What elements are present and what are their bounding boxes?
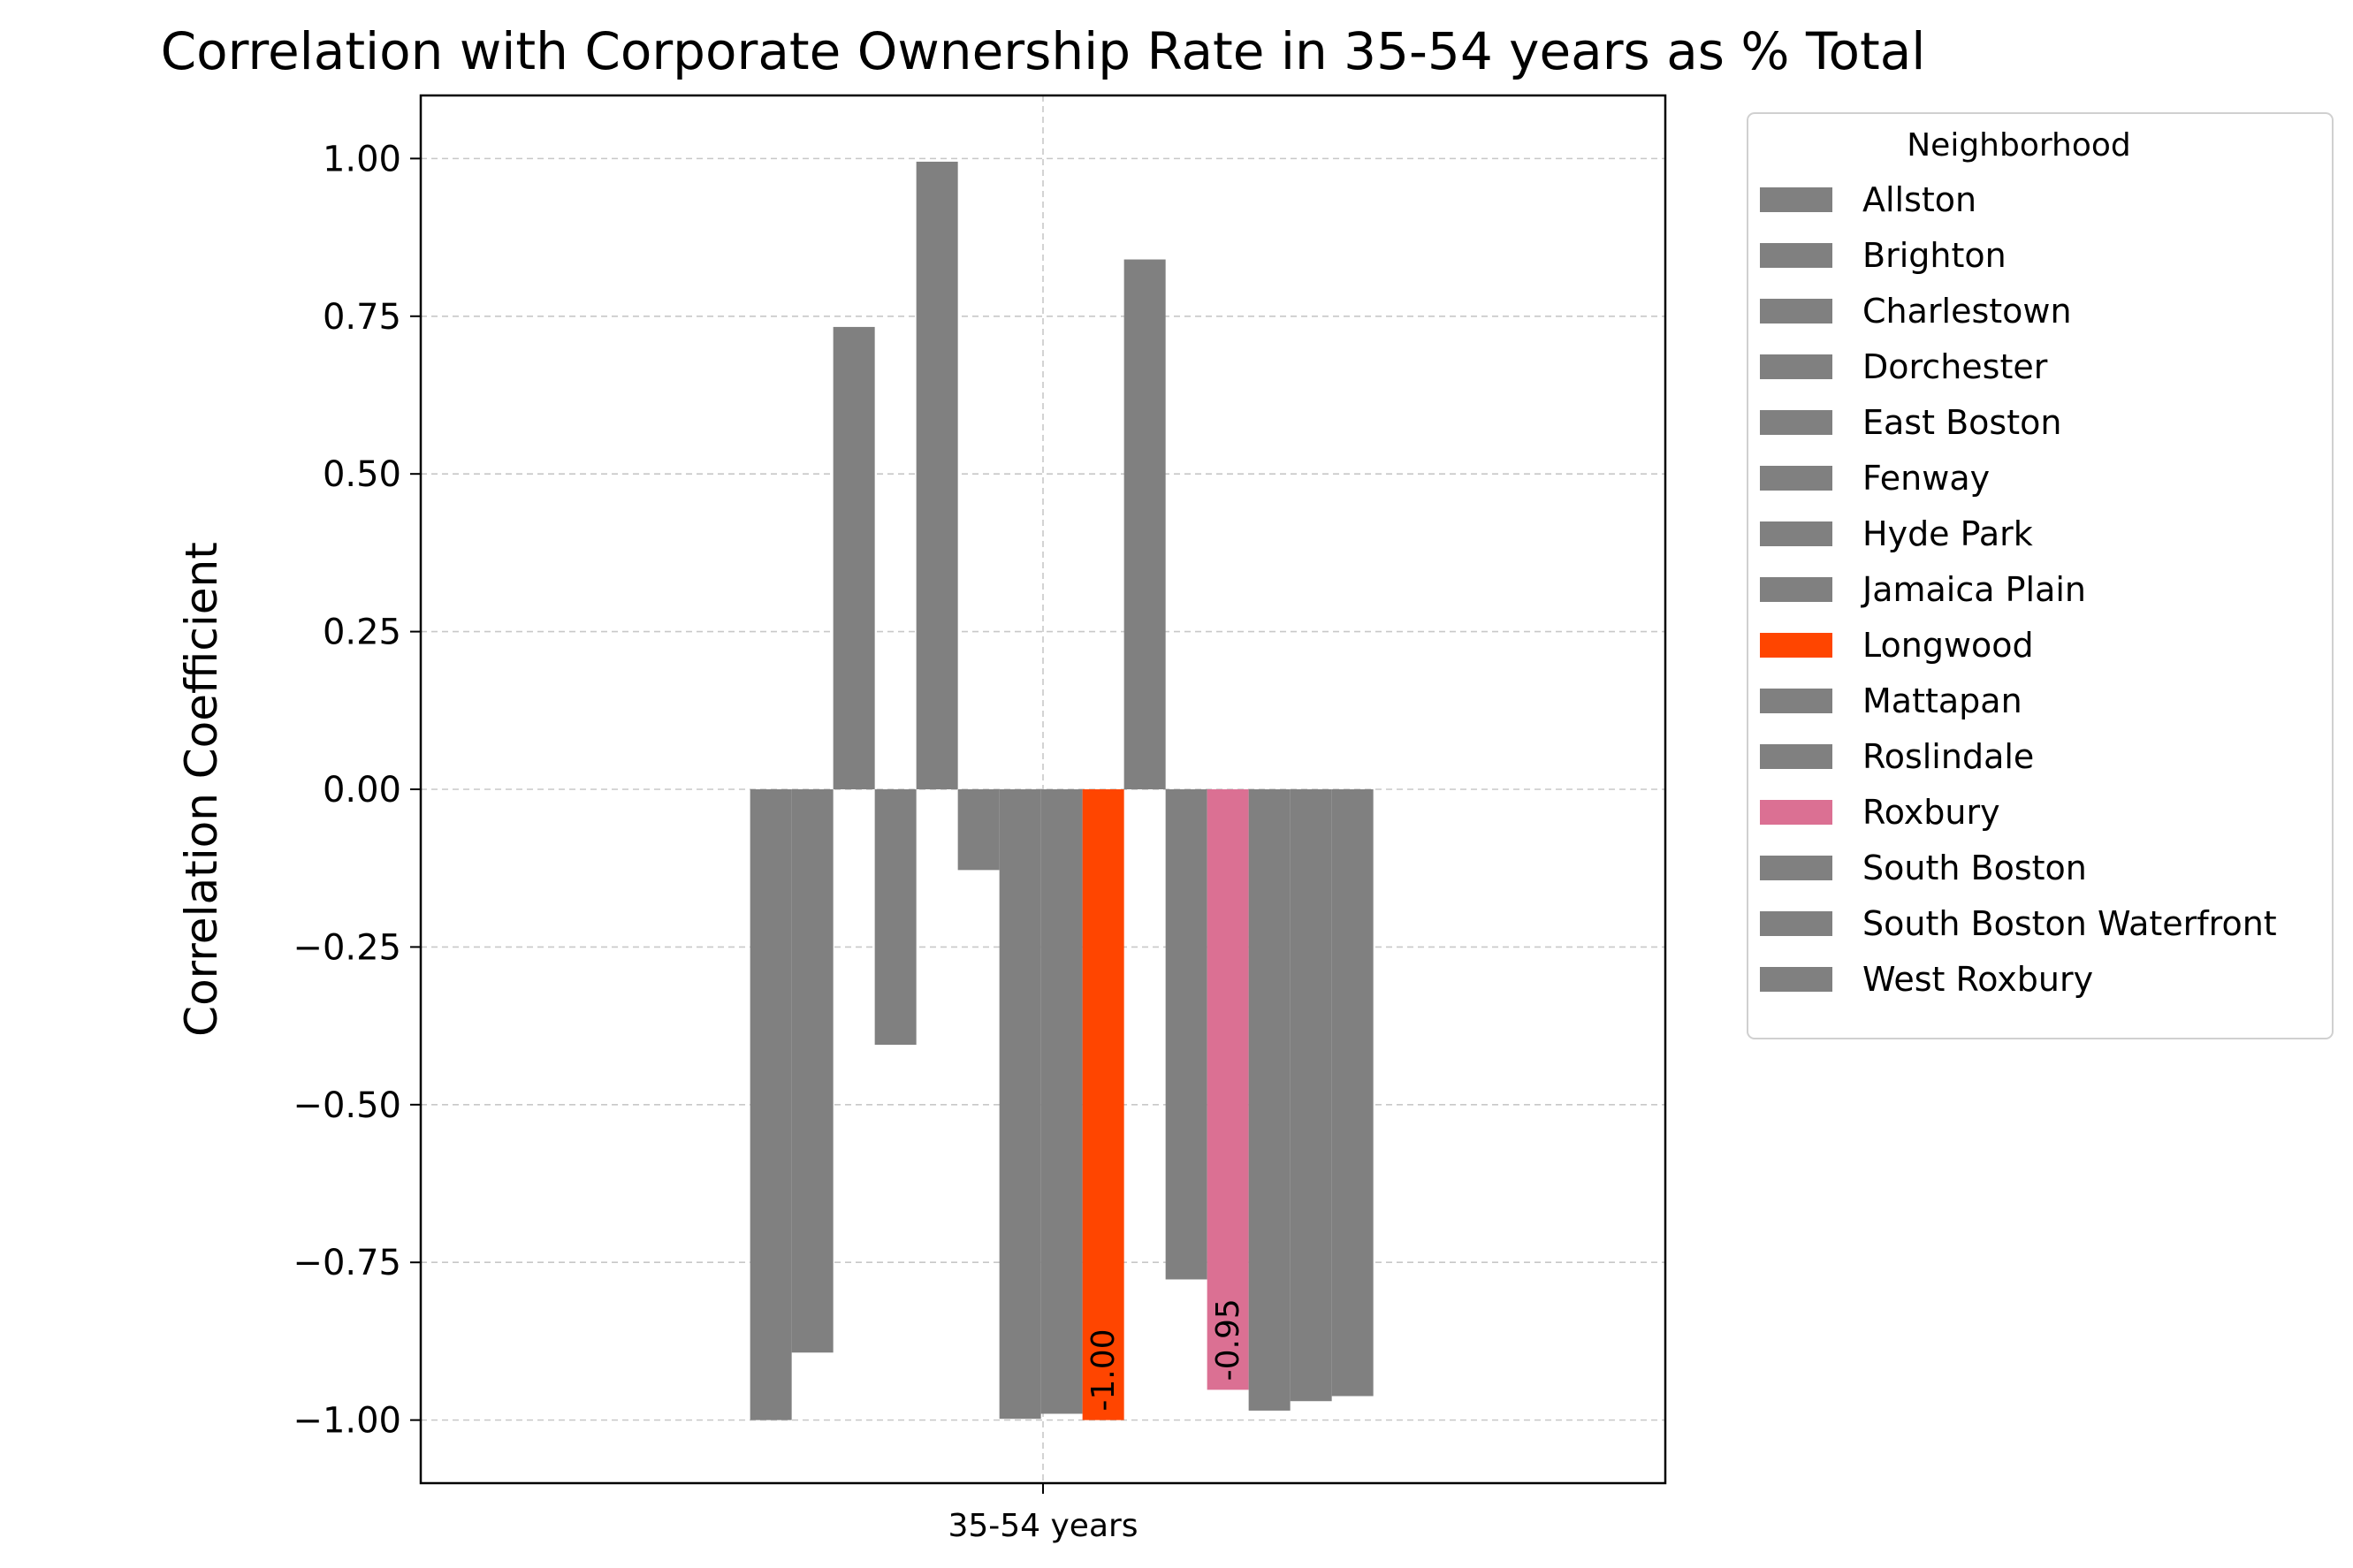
legend-swatch-brighton [1760, 243, 1832, 268]
legend-title: Neighborhood [1907, 127, 2131, 164]
bar-south-boston [1248, 789, 1291, 1411]
legend-swatch-dorchester [1760, 354, 1832, 379]
axis-ticks: 1.00 0.75 0.50 0.25 0.00 −0.25 −0.50 −0.75 −1.00… [293, 139, 1138, 1544]
legend-swatch-hyde-park [1760, 521, 1832, 546]
legend-entry-fenway: Fenway [1862, 459, 1990, 498]
bar-charlestown [833, 326, 875, 789]
bar-fenway [957, 789, 1000, 871]
bar-value-label-longwood: -1.00 [1085, 1328, 1122, 1411]
bar-east-boston [916, 161, 958, 789]
legend-entry-mattapan: Mattapan [1862, 681, 2022, 720]
legend-entry-charlestown: Charlestown [1862, 292, 2072, 331]
bars: -1.00 -0.95 [750, 161, 1374, 1420]
bar-longwood [1082, 789, 1124, 1420]
bar-brighton [791, 789, 834, 1353]
y-tick-label: 0.75 [323, 297, 401, 338]
bar-value-label-roxbury: -0.95 [1210, 1298, 1246, 1381]
legend-swatch-east-boston [1760, 410, 1832, 435]
y-tick-label: 0.50 [323, 454, 401, 495]
y-tick-label: −0.75 [293, 1243, 401, 1283]
legend-entry-allston: Allston [1862, 180, 1976, 219]
legend-swatch-south-boston [1760, 856, 1832, 880]
chart-title: Correlation with Corporate Ownership Rat… [161, 21, 1926, 81]
bar-west-roxbury [1331, 789, 1374, 1397]
legend-entry-roxbury: Roxbury [1862, 793, 2000, 832]
legend-swatch-allston [1760, 187, 1832, 212]
legend-swatch-roslindale [1760, 744, 1832, 769]
legend-swatch-charlestown [1760, 299, 1832, 323]
legend-entry-hyde-park: Hyde Park [1862, 514, 2033, 553]
legend-entry-jamaica-plain: Jamaica Plain [1861, 570, 2086, 609]
y-tick-label: 0.00 [323, 770, 401, 811]
x-tick-label: 35-54 years [948, 1508, 1138, 1544]
legend-swatch-roxbury [1760, 800, 1832, 825]
y-tick-label: 0.25 [323, 613, 401, 653]
y-tick-label: −0.25 [293, 927, 401, 968]
legend-swatch-fenway [1760, 466, 1832, 491]
bar-jamaica-plain [1040, 789, 1083, 1414]
legend-entry-south-boston-waterfront: South Boston Waterfront [1862, 904, 2277, 943]
y-tick-label: −0.50 [293, 1085, 401, 1126]
bar-hyde-park [999, 789, 1041, 1420]
legend-entry-roslindale: Roslindale [1862, 737, 2034, 776]
bar-dorchester [874, 789, 917, 1046]
y-tick-label: −1.00 [293, 1401, 401, 1442]
legend-entry-east-boston: East Boston [1862, 403, 2061, 442]
bar-mattapan [1123, 259, 1166, 790]
y-tick-label: 1.00 [323, 139, 401, 179]
bar-allston [750, 789, 792, 1420]
bar-roslindale [1165, 789, 1207, 1280]
legend-swatch-mattapan [1760, 689, 1832, 713]
legend: Neighborhood Allston Brighton Charlestown Do… [1747, 112, 2334, 1039]
legend-entry-south-boston: South Boston [1862, 849, 2087, 887]
legend-entry-brighton: Brighton [1862, 236, 2007, 275]
plot-frame [419, 94, 1667, 1485]
legend-entry-longwood: Longwood [1862, 626, 2034, 665]
legend-box [1747, 112, 2334, 1039]
bar-roxbury [1207, 789, 1249, 1390]
legend-entry-west-roxbury: West Roxbury [1862, 960, 2093, 999]
bar-south-boston-waterfront [1290, 789, 1332, 1402]
legend-swatch-jamaica-plain [1760, 577, 1832, 602]
legend-swatch-west-roxbury [1760, 967, 1832, 992]
legend-swatch-south-boston-waterfront [1760, 911, 1832, 936]
y-axis-label: Correlation Coefficient [176, 542, 227, 1037]
legend-swatch-longwood [1760, 633, 1832, 658]
legend-entry-dorchester: Dorchester [1862, 347, 2048, 386]
